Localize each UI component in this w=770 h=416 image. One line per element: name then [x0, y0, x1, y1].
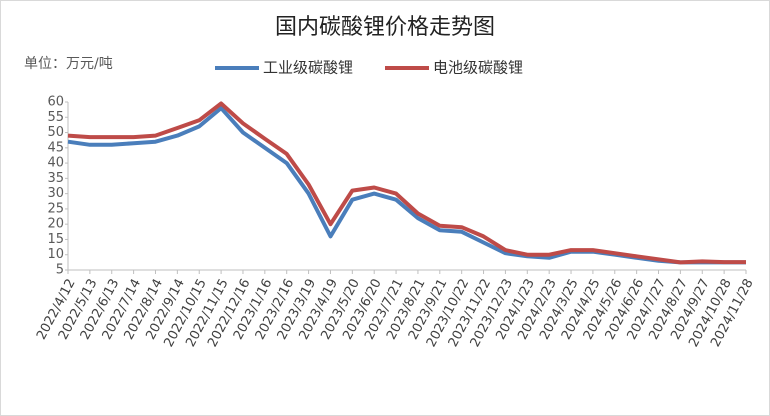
y-tick-label: 5: [56, 263, 64, 278]
y-tick-label: 20: [47, 217, 64, 232]
y-tick-label: 55: [47, 110, 64, 125]
y-tick-label: 50: [47, 125, 64, 140]
y-tick-label: 10: [47, 247, 64, 262]
y-axis-unit: 单位：万元/吨: [24, 56, 113, 72]
series-line: [67, 101, 746, 265]
y-tick-label: 45: [47, 140, 64, 155]
y-tick-label: 35: [47, 171, 64, 186]
legend-label: 工业级碳酸锂: [263, 59, 353, 77]
y-tick-label: 30: [47, 186, 64, 201]
y-tick-label: 25: [47, 201, 64, 216]
y-tick-label: 15: [47, 232, 64, 247]
y-tick-label: 60: [47, 95, 64, 110]
chart-title: 国内碳酸锂价格走势图: [275, 15, 495, 40]
legend-label: 电池级碳酸锂: [433, 59, 523, 77]
y-tick-label: 40: [47, 156, 64, 171]
